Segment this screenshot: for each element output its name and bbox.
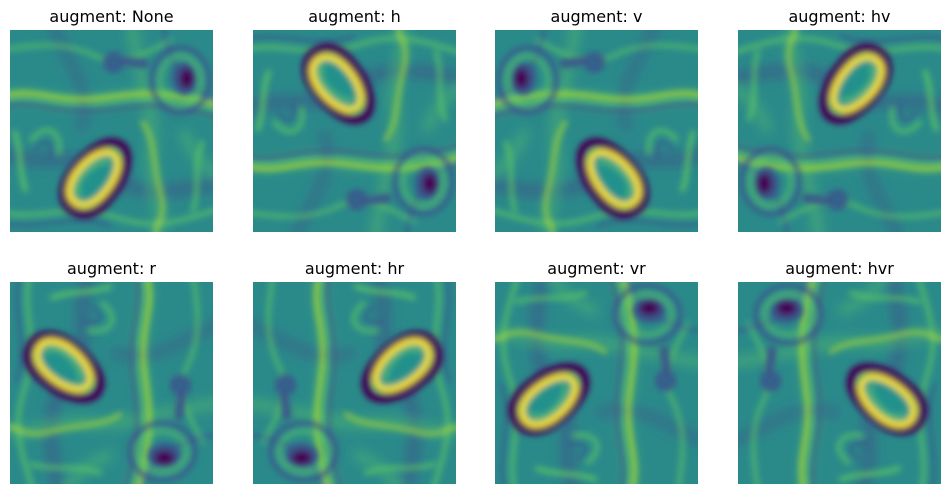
- panel-title: augment: h: [308, 7, 401, 26]
- vorticity-field-image: [253, 30, 456, 232]
- vorticity-field-image: [738, 30, 941, 232]
- panel-title: augment: hvr: [785, 259, 894, 278]
- panel-title: augment: hr: [304, 259, 405, 278]
- vorticity-field-image: [495, 282, 698, 484]
- panel-title: augment: hv: [788, 7, 891, 26]
- panel-title: augment: r: [67, 259, 156, 278]
- vorticity-field-image: [10, 282, 213, 484]
- panel-title: augment: None: [49, 7, 174, 26]
- vorticity-field-image: [253, 282, 456, 484]
- vorticity-field-image: [495, 30, 698, 232]
- panel-title: augment: v: [550, 7, 643, 26]
- panel-title: augment: vr: [547, 259, 646, 278]
- vorticity-field-image: [10, 30, 213, 232]
- vorticity-field-image: [738, 282, 941, 484]
